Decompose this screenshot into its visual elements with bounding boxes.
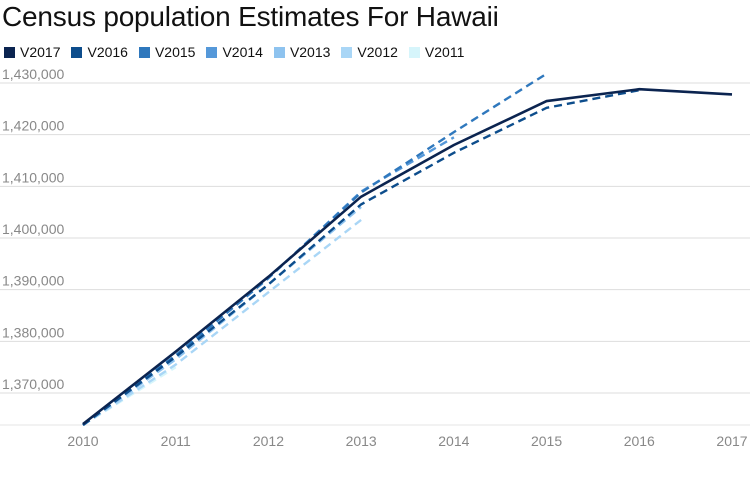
legend-item-v2015: V2015	[138, 44, 196, 60]
legend-label: V2011	[424, 44, 465, 60]
legend-item-v2017: V2017	[4, 44, 60, 60]
series-line-v2015	[82, 72, 548, 426]
legend-swatch	[71, 46, 83, 58]
y-tick-label: 1,410,000	[2, 169, 64, 185]
legend-item-v2013: V2013	[273, 44, 331, 60]
legend-swatch	[206, 46, 218, 58]
x-tick-label: 2014	[438, 433, 469, 449]
legend-swatch	[408, 46, 420, 58]
x-tick-label: 2017	[716, 433, 747, 449]
legend-item-v2011: V2011	[408, 44, 465, 60]
legend-item-v2012: V2012	[341, 44, 398, 60]
legend: V2017 V2016 V2015 V2014 V2013 V2012 V2011	[4, 44, 475, 60]
legend-label: V2016	[87, 44, 128, 60]
legend-swatch	[341, 46, 353, 58]
chart-title: Census population Estimates For Hawaii	[2, 1, 499, 32]
legend-label: V2014	[222, 44, 263, 60]
y-tick-label: 1,380,000	[2, 324, 64, 340]
legend-label: V2017	[20, 44, 61, 60]
y-tick-label: 1,430,000	[2, 66, 64, 82]
y-tick-label: 1,400,000	[2, 221, 64, 237]
legend-swatch	[273, 46, 285, 58]
legend-item-v2016: V2016	[71, 44, 128, 60]
y-tick-label: 1,370,000	[2, 376, 64, 392]
legend-swatch	[138, 46, 150, 58]
x-tick-label: 2010	[67, 433, 98, 449]
x-tick-label: 2016	[624, 433, 655, 449]
legend-item-v2014: V2014	[206, 44, 263, 60]
legend-swatch	[4, 46, 15, 58]
x-tick-label: 2011	[161, 433, 191, 449]
series-line-v2012	[82, 218, 362, 427]
series-line-v2017	[82, 87, 733, 426]
x-tick-label: 2012	[253, 433, 284, 449]
y-tick-label: 1,390,000	[2, 273, 64, 289]
x-tick-label: 2013	[346, 433, 377, 449]
legend-label: V2015	[154, 44, 196, 60]
y-tick-label: 1,420,000	[2, 118, 64, 134]
legend-label: V2012	[357, 44, 398, 60]
x-tick-label: 2015	[531, 433, 562, 449]
legend-label: V2013	[289, 44, 331, 60]
series-line-v2016	[82, 89, 640, 426]
